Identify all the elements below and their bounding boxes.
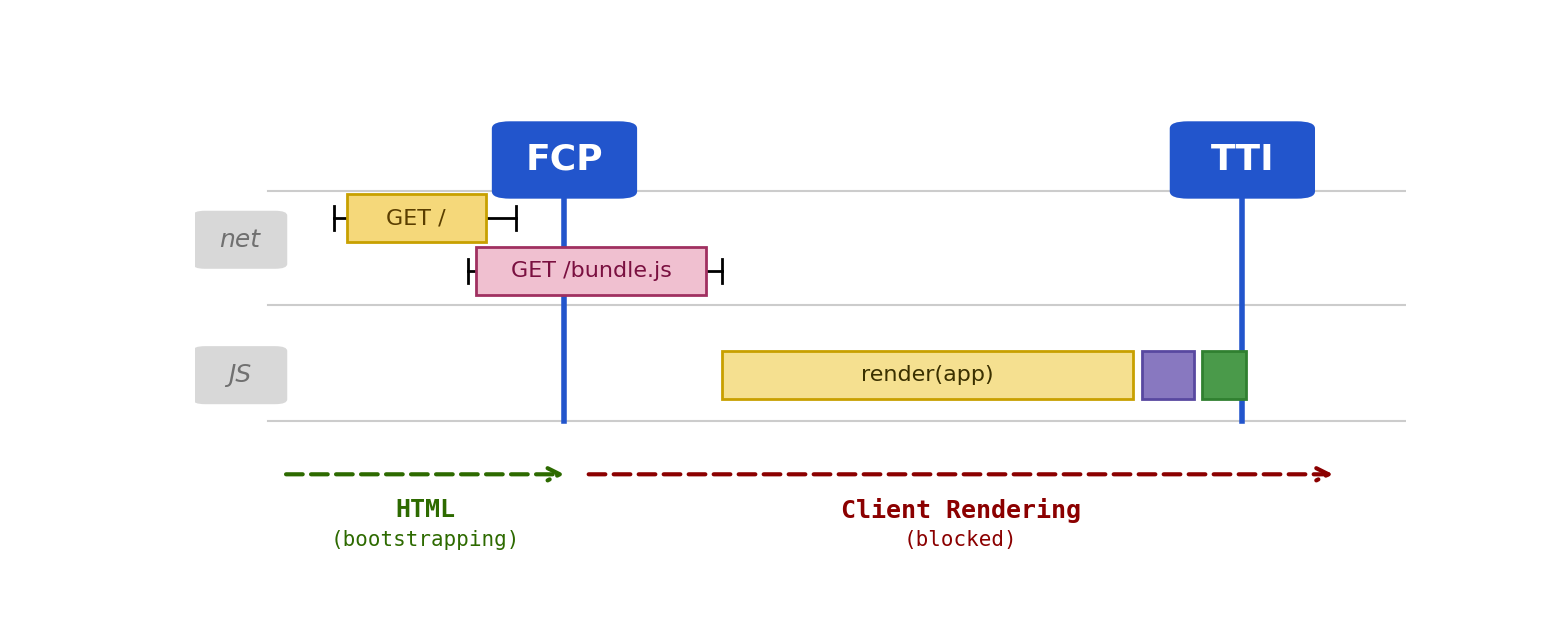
Text: HTML: HTML xyxy=(395,499,455,522)
Text: (blocked): (blocked) xyxy=(904,530,1018,550)
FancyBboxPatch shape xyxy=(1203,351,1246,399)
Text: Client Rendering: Client Rendering xyxy=(840,499,1081,524)
FancyBboxPatch shape xyxy=(722,351,1134,399)
FancyBboxPatch shape xyxy=(192,346,287,404)
Text: TTI: TTI xyxy=(1211,143,1275,177)
Text: JS: JS xyxy=(228,363,251,387)
Text: GET /: GET / xyxy=(386,208,447,228)
FancyBboxPatch shape xyxy=(192,211,287,269)
Text: render(app): render(app) xyxy=(861,365,993,385)
Text: net: net xyxy=(220,228,261,252)
FancyBboxPatch shape xyxy=(476,247,706,295)
FancyBboxPatch shape xyxy=(1142,351,1193,399)
Text: FCP: FCP xyxy=(526,143,603,177)
FancyBboxPatch shape xyxy=(1170,121,1315,198)
Text: (bootstrapping): (bootstrapping) xyxy=(331,530,520,550)
FancyBboxPatch shape xyxy=(492,121,637,198)
FancyBboxPatch shape xyxy=(347,194,486,242)
Text: GET /bundle.js: GET /bundle.js xyxy=(511,261,672,281)
